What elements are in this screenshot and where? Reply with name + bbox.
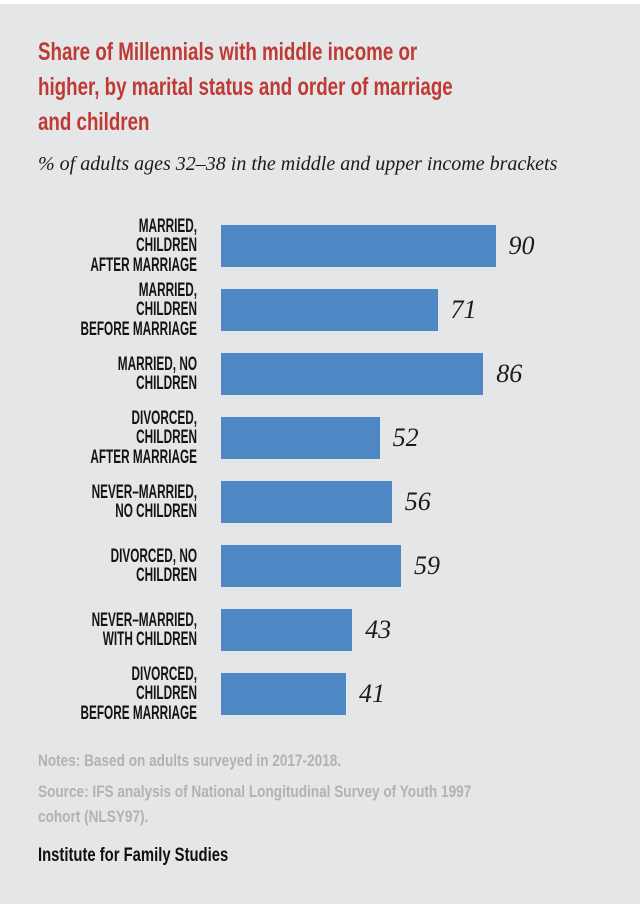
- bar: [221, 545, 401, 587]
- value-label: 56: [404, 487, 431, 516]
- bar: [221, 289, 438, 331]
- chart-row: DIVORCED, NO CHILDREN 59: [0, 534, 640, 598]
- notes-text: Notes: Based on adults surveyed in 2017-…: [38, 751, 342, 770]
- bar: [221, 225, 496, 267]
- bar: [221, 353, 484, 395]
- category-label: MARRIED, NO CHILDREN: [117, 353, 197, 394]
- value-label: 52: [392, 423, 419, 452]
- chart-row: DIVORCED, CHILDREN AFTER MARRIAGE 52: [0, 406, 640, 470]
- value-label: 43: [365, 615, 392, 644]
- category-label: NEVER–MARRIED, WITH CHILDREN: [91, 609, 197, 650]
- value-label: 41: [359, 679, 386, 708]
- top-white-strip: [0, 0, 640, 4]
- chart-subtitle: % of adults ages 32–38 in the middle and…: [38, 153, 558, 175]
- category-label: DIVORCED, CHILDREN BEFORE MARRIAGE: [80, 663, 197, 724]
- value-label: 86: [496, 359, 523, 388]
- chart-title: Share of Millennials with middle income …: [38, 38, 453, 136]
- value-label: 71: [450, 295, 477, 324]
- bar-chart: MARRIED, CHILDREN AFTER MARRIAGE 90 MARRIE…: [0, 214, 640, 726]
- chart-row: MARRIED, CHILDREN BEFORE MARRIAGE 71: [0, 278, 640, 342]
- bar: [221, 673, 347, 715]
- bar: [221, 481, 392, 523]
- category-label: DIVORCED, CHILDREN AFTER MARRIAGE: [90, 407, 197, 468]
- source-text: Source: IFS analysis of National Longitu…: [38, 782, 472, 826]
- chart-row: DIVORCED, CHILDREN BEFORE MARRIAGE 41: [0, 662, 640, 726]
- bar: [221, 417, 380, 459]
- category-label: MARRIED, CHILDREN AFTER MARRIAGE: [90, 215, 197, 276]
- chart-row: MARRIED, NO CHILDREN 86: [0, 342, 640, 406]
- value-label: 90: [508, 231, 535, 260]
- footer-brand: Institute for Family Studies: [38, 845, 229, 866]
- bar: [221, 609, 353, 651]
- category-label: NEVER–MARRIED, NO CHILDREN: [91, 481, 197, 522]
- category-label: MARRIED, CHILDREN BEFORE MARRIAGE: [80, 279, 197, 340]
- chart-row: NEVER–MARRIED, NO CHILDREN 56: [0, 470, 640, 534]
- category-label: DIVORCED, NO CHILDREN: [110, 545, 197, 586]
- chart-row: NEVER–MARRIED, WITH CHILDREN 43: [0, 598, 640, 662]
- chart-row: MARRIED, CHILDREN AFTER MARRIAGE 90: [0, 214, 640, 278]
- value-label: 59: [413, 551, 440, 580]
